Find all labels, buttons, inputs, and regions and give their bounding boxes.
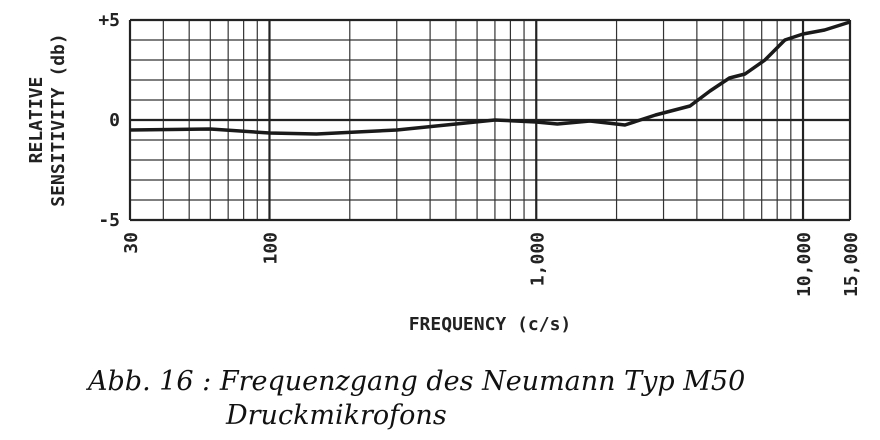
y-axis-label: SENSITIVITY (db) xyxy=(48,33,69,206)
x-tick-label: 15,000 xyxy=(841,232,862,297)
x-tick-label: 100 xyxy=(260,232,281,265)
caption: Abb. 16 : Frequenzgang des Neumann Typ M… xyxy=(85,366,745,397)
x-tick-label: 30 xyxy=(121,232,142,254)
y-tick-label: +5 xyxy=(98,10,120,31)
x-tick-label: 10,000 xyxy=(794,232,815,297)
x-axis-label: FREQUENCY (c/s) xyxy=(409,314,572,335)
caption: Druckmikrofons xyxy=(225,400,447,431)
y-tick-label: -5 xyxy=(98,210,120,231)
x-tick-label: 1,000 xyxy=(527,232,548,286)
data-line xyxy=(129,20,851,136)
y-tick-label: 0 xyxy=(109,110,120,131)
y-axis-label: RELATIVE xyxy=(26,77,47,164)
